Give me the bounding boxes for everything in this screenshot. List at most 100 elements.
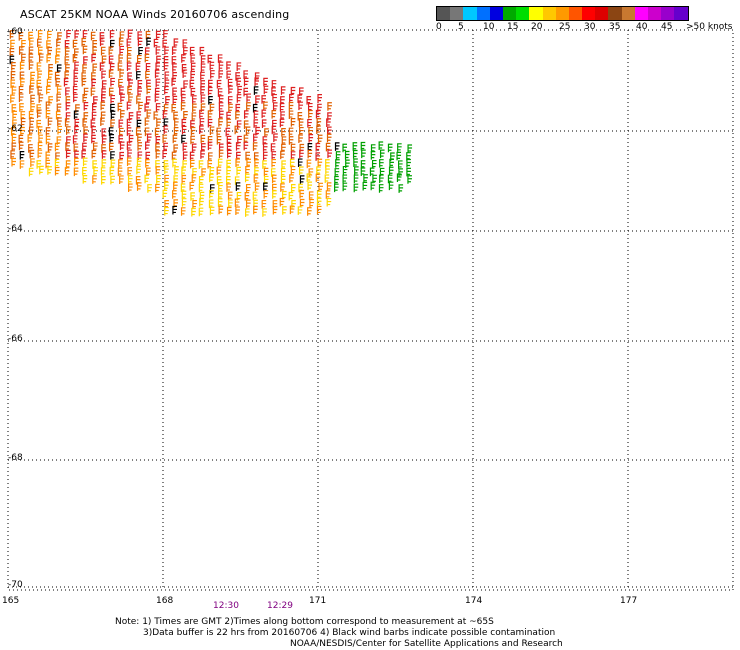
wind-barb (64, 167, 70, 176)
wind-barb (19, 160, 25, 169)
wind-barb (209, 173, 214, 183)
wind-barb (145, 62, 151, 72)
wind-barb (361, 149, 366, 159)
wind-barb (66, 126, 71, 135)
wind-barb (272, 93, 277, 103)
wind-barb (83, 112, 89, 121)
wind-barb (54, 166, 60, 176)
wind-barb (120, 110, 125, 119)
wind-barb (279, 102, 285, 112)
wind-barb (317, 134, 323, 144)
wind-barb (236, 151, 241, 161)
wind-barb (21, 53, 26, 63)
wind-barb (91, 78, 96, 88)
wind-barb (90, 87, 96, 97)
wind-barb (261, 199, 267, 209)
wind-barb (37, 126, 43, 135)
wind-barb (370, 144, 376, 153)
wind-barb (226, 142, 232, 152)
wind-barb (136, 182, 142, 191)
wind-barb (272, 205, 278, 215)
wind-barb (218, 190, 223, 199)
wind-barb (289, 174, 294, 183)
wind-barb (315, 173, 321, 183)
lat-label: -66 (8, 334, 23, 344)
wind-barb (254, 182, 260, 192)
wind-barb (18, 85, 24, 95)
wind-barb (226, 176, 231, 185)
wind-barb (236, 94, 242, 103)
wind-barb (398, 168, 403, 177)
wind-barb (136, 165, 141, 175)
wind-barb (308, 168, 314, 177)
wind-barb (236, 77, 242, 87)
wind-barb (199, 46, 205, 56)
wind-barb (146, 85, 152, 95)
wind-barb (317, 94, 323, 103)
wind-barb (290, 151, 296, 160)
wind-barb (110, 110, 116, 120)
wind-barb (154, 127, 160, 137)
wind-barb (64, 118, 70, 127)
wind-barb (144, 117, 150, 127)
wind-barb (398, 160, 403, 169)
wind-barb (334, 175, 339, 185)
wind-barb (243, 77, 249, 87)
wind-barb (200, 71, 205, 81)
wind-barb (290, 118, 296, 127)
wind-barb (92, 160, 97, 169)
wind-barb (263, 175, 269, 185)
wind-barb (119, 151, 125, 161)
wind-barb (45, 127, 51, 136)
wind-barb (162, 134, 168, 144)
wind-barb (119, 175, 124, 184)
wind-barb (153, 38, 159, 48)
wind-barb (243, 141, 249, 151)
wind-barb (342, 182, 348, 192)
wind-barb (307, 207, 312, 216)
wind-barb (82, 142, 87, 152)
wind-barb (281, 160, 286, 169)
wind-barb (192, 103, 197, 113)
wind-barb (253, 174, 259, 183)
wind-barb (174, 166, 179, 175)
scale-swatch (529, 7, 543, 20)
wind-barb (189, 159, 195, 169)
wind-barb (11, 62, 16, 71)
wind-barb (371, 159, 377, 169)
wind-barb (92, 175, 97, 184)
wind-barb (273, 133, 278, 143)
wind-barb (306, 173, 312, 183)
wind-barb (271, 174, 277, 184)
wind-barb (388, 181, 394, 191)
wind-barb (218, 181, 223, 191)
wind-barb (317, 158, 323, 168)
scale-label: 15 (507, 22, 519, 32)
wind-barb (171, 56, 177, 65)
wind-barb (207, 86, 213, 96)
wind-barb (56, 85, 62, 95)
time-label: 12:29 (267, 601, 293, 611)
wind-barb (272, 102, 278, 111)
wind-barb (119, 141, 125, 151)
wind-barb (74, 48, 79, 57)
wind-barb (10, 39, 15, 49)
wind-barb (173, 127, 179, 136)
wind-barb (12, 119, 17, 129)
wind-barb (200, 63, 206, 73)
wind-barb (226, 118, 232, 128)
wind-barb (288, 127, 294, 137)
wind-barb (20, 117, 26, 127)
wind-barb (181, 134, 186, 144)
wind-barb (316, 190, 322, 200)
wind-barb (154, 87, 160, 97)
wind-barb (253, 86, 259, 95)
wind-barb (263, 77, 268, 87)
wind-barb (200, 80, 205, 89)
wind-barb (12, 110, 17, 120)
wind-barb (117, 62, 123, 72)
wind-barb (47, 30, 52, 40)
wind-barb (136, 71, 141, 80)
wind-barb (163, 142, 168, 152)
wind-barb (162, 149, 168, 159)
